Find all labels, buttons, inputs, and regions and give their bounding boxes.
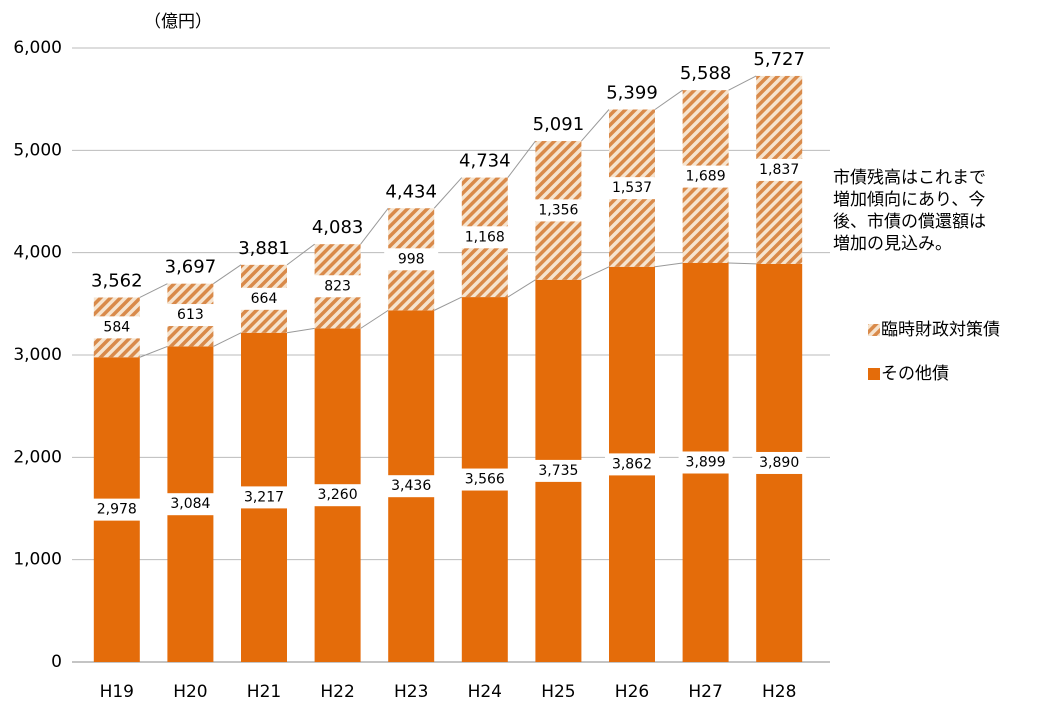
x-tick-label: H27: [688, 682, 722, 702]
x-tick-label: H22: [320, 682, 354, 702]
y-tick-label: 1,000: [13, 550, 62, 570]
total-label: 5,091: [533, 114, 585, 135]
segment-label: 3,217: [244, 489, 284, 505]
connector-line: [139, 345, 168, 358]
segment-label: 823: [324, 278, 351, 294]
annotation: 後、市債の償還額は: [833, 212, 986, 232]
connector-line: [728, 262, 757, 265]
unit-label: （億円）: [144, 12, 212, 32]
segment-label: 613: [177, 307, 204, 323]
connector-line: [433, 177, 463, 209]
segment-label: 1,168: [465, 229, 505, 245]
segment-label: 3,862: [612, 456, 652, 472]
label-box: [384, 475, 439, 498]
label-box: [752, 158, 807, 181]
connector-line: [286, 327, 315, 334]
segment-label: 1,537: [612, 180, 652, 196]
total-label: 5,399: [606, 83, 658, 104]
segment-label: 1,356: [538, 202, 578, 218]
total-label: 3,562: [91, 270, 143, 291]
segment-label: 2,978: [97, 502, 137, 518]
connector-line: [581, 109, 610, 142]
y-tick-label: 5,000: [13, 140, 62, 160]
segment-label: 3,899: [686, 455, 726, 471]
segment-label: 3,084: [170, 496, 210, 512]
label-box: [310, 484, 365, 507]
x-tick-label: H28: [762, 682, 796, 702]
segment-label: 1,837: [759, 162, 799, 178]
connector-line: [139, 283, 168, 298]
total-label: 5,727: [753, 49, 805, 70]
x-tick-label: H19: [100, 682, 134, 702]
segment-label: 1,689: [686, 169, 726, 185]
x-tick-label: H24: [468, 682, 502, 702]
total-label: 4,434: [385, 181, 437, 202]
total-label: 3,697: [165, 257, 217, 278]
legend-label: 臨時財政対策債: [881, 320, 1000, 340]
label-box: [457, 226, 512, 249]
segment-label: 3,566: [465, 472, 505, 488]
y-tick-label: 3,000: [13, 345, 62, 365]
label-box: [89, 316, 144, 339]
x-tick-label: H23: [394, 682, 428, 702]
label-box: [163, 493, 218, 516]
total-label: 3,881: [238, 238, 290, 259]
x-tick-label: H20: [173, 682, 207, 702]
connector-line: [213, 332, 242, 347]
y-tick-label: 4,000: [13, 243, 62, 263]
connector-line: [581, 266, 610, 281]
segment-label: 998: [398, 251, 425, 267]
total-label: 5,588: [680, 63, 732, 84]
y-tick-label: 2,000: [13, 447, 62, 467]
y-tick-label: 6,000: [13, 38, 62, 58]
connector-line: [728, 75, 757, 91]
connector-line: [213, 264, 242, 285]
connector-line: [654, 262, 683, 268]
annotation: 増加傾向にあり、今: [833, 190, 985, 210]
label-box: [752, 451, 807, 474]
connector-line: [507, 140, 536, 178]
segment-label: 3,260: [318, 487, 358, 503]
segment-label: 3,735: [538, 463, 578, 479]
annotation: 増加の見込み。: [833, 234, 952, 254]
segment-label: 664: [251, 291, 278, 307]
connector-line: [360, 309, 389, 329]
legend-label: その他債: [881, 364, 949, 384]
label-box: [310, 275, 365, 298]
connector-line: [507, 279, 536, 298]
label-box: [237, 287, 291, 310]
label-box: [384, 248, 439, 271]
annotation: 市債残高はこれまで: [833, 168, 986, 188]
connector-line: [286, 243, 315, 266]
x-tick-label: H25: [541, 682, 575, 702]
legend-swatch: [868, 368, 880, 380]
total-label: 4,083: [312, 217, 364, 238]
label-box: [605, 177, 659, 200]
label-box: [531, 459, 586, 482]
segment-label: 3,890: [759, 455, 799, 471]
label-box: [237, 486, 291, 509]
y-tick-label: 0: [51, 652, 62, 672]
label-box: [163, 304, 218, 327]
connector-line: [360, 207, 389, 245]
label-box: [531, 199, 586, 222]
total-label: 4,734: [459, 151, 511, 172]
segment-label: 3,436: [391, 478, 431, 494]
label-box: [89, 498, 144, 521]
x-tick-label: H26: [615, 682, 649, 702]
legend-swatch: [868, 324, 880, 336]
connector-line: [654, 89, 683, 110]
connector-line: [433, 296, 463, 311]
label-box: [678, 165, 733, 188]
label-box: [457, 468, 512, 491]
label-box: [678, 451, 733, 474]
segment-label: 584: [103, 319, 130, 335]
label-box: [605, 453, 659, 476]
x-tick-label: H21: [247, 682, 281, 702]
